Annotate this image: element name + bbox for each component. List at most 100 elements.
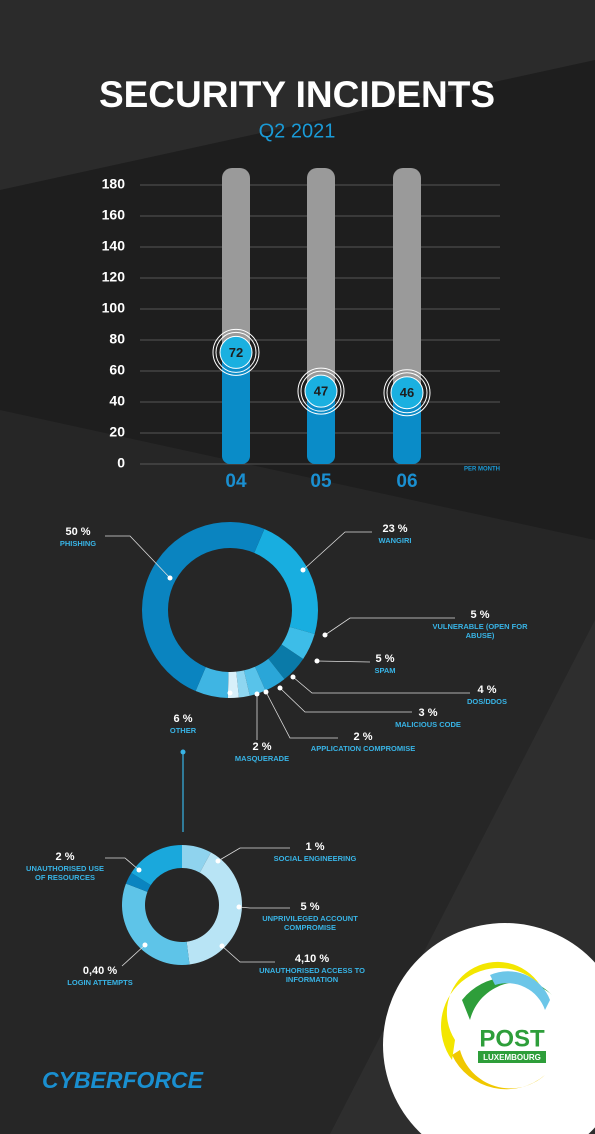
leader-dot xyxy=(236,904,242,910)
y-tick-label: 20 xyxy=(109,424,125,440)
value-label: 4 % xyxy=(477,684,497,696)
value-badge xyxy=(219,335,253,369)
value-label: 72 xyxy=(229,345,243,360)
value-label: 23 % xyxy=(382,523,408,535)
category-label: PHISHING xyxy=(59,539,97,548)
leader-line xyxy=(265,691,338,739)
donut-segment xyxy=(141,521,265,692)
leader-dot xyxy=(314,658,320,664)
category-label: APPLICATION COMPROMISE xyxy=(310,744,416,753)
value-label: 50 % xyxy=(65,526,91,538)
value-label: 47 xyxy=(314,384,328,399)
leader-line xyxy=(238,906,290,909)
leader-dot xyxy=(136,867,142,873)
y-tick-label: 180 xyxy=(102,176,126,192)
leader-dot xyxy=(254,691,260,697)
leader-dot xyxy=(167,575,173,581)
y-tick-label: 40 xyxy=(109,393,125,409)
value-badge xyxy=(390,376,424,410)
leader-line xyxy=(221,945,275,963)
leader-dot xyxy=(219,943,225,949)
leader-dot xyxy=(290,674,296,680)
connector-dot xyxy=(180,749,186,755)
donut-segment xyxy=(195,667,229,698)
value-ring xyxy=(386,372,428,414)
leader-line xyxy=(316,660,371,663)
value-label: 6 % xyxy=(173,713,193,725)
leader-line xyxy=(279,687,412,713)
x-tick-label: 06 xyxy=(396,471,417,492)
donut-segment xyxy=(243,666,266,696)
value-badge xyxy=(304,374,338,408)
category-label: VULNERABLE (OPEN FOR ABUSE) xyxy=(432,622,528,640)
value-ring xyxy=(297,367,345,415)
value-label: 2 % xyxy=(55,851,75,863)
logo-band xyxy=(478,1051,546,1063)
leader-line xyxy=(105,857,140,871)
y-tick-label: 0 xyxy=(117,455,125,471)
value-label: 4,10 % xyxy=(294,953,330,965)
leader-dot xyxy=(277,685,283,691)
subtitle: Q2 2021 xyxy=(259,120,336,142)
y-tick-label: 160 xyxy=(102,207,126,223)
y-tick-label: 60 xyxy=(109,362,125,378)
category-label: MASQUERADE xyxy=(234,754,290,763)
value-ring xyxy=(215,331,257,373)
bar xyxy=(307,391,335,464)
title: SECURITY INCIDENTS xyxy=(99,74,495,115)
bar xyxy=(222,352,250,464)
leader-line xyxy=(105,535,171,579)
value-label: 1 % xyxy=(305,841,325,853)
leader-dot xyxy=(263,689,269,695)
leader-dot xyxy=(227,690,233,696)
leader-line xyxy=(302,531,372,571)
value-label: 5 % xyxy=(300,901,320,913)
x-axis-label: PER MONTH xyxy=(464,467,500,473)
category-label: LOGIN ATTEMPTS xyxy=(67,978,133,987)
category-label: UNAUTHORISED USE OF RESOURCES xyxy=(26,864,104,882)
background-shape xyxy=(0,0,595,190)
donut-segment xyxy=(121,883,190,966)
donut-segment xyxy=(125,872,151,892)
donut-segment xyxy=(254,528,318,634)
logo-title: POST xyxy=(479,1025,545,1052)
y-tick-label: 120 xyxy=(102,269,126,285)
donut-segment xyxy=(255,658,285,691)
donut-segment xyxy=(268,644,304,680)
donut-segment xyxy=(131,845,182,886)
y-tick-label: 140 xyxy=(102,238,126,254)
x-tick-label: 05 xyxy=(310,471,332,492)
logo-circle xyxy=(383,923,595,1134)
category-label: OTHER xyxy=(169,726,197,735)
leader-dot xyxy=(300,567,306,573)
category-label: SPAM xyxy=(374,666,396,675)
logo-shape xyxy=(441,961,540,1060)
bar xyxy=(393,392,421,464)
category-label: UNAUTHORISED ACCESS TO INFORMATION xyxy=(259,966,365,984)
value-label: 0,40 % xyxy=(82,965,118,977)
donut-segment xyxy=(281,626,315,659)
x-tick-label: 04 xyxy=(225,471,247,492)
leader-line xyxy=(217,847,290,862)
donut-segment xyxy=(236,670,250,698)
value-label: 5 % xyxy=(470,609,490,621)
donut-segment xyxy=(186,852,243,965)
leader-dot xyxy=(215,858,221,864)
value-label: 3 % xyxy=(418,707,438,719)
y-tick-label: 100 xyxy=(102,300,126,316)
logo-subtitle: LUXEMBOURG xyxy=(483,1053,541,1062)
logo-shape xyxy=(490,971,550,1010)
value-ring xyxy=(383,369,431,417)
brand-name: CYBERFORCE xyxy=(42,1067,204,1093)
value-label: 2 % xyxy=(252,741,272,753)
category-label: DOS/DDOS xyxy=(466,697,508,706)
value-label: 2 % xyxy=(353,731,373,743)
category-label: MALICIOUS CODE xyxy=(395,720,461,729)
value-label: 46 xyxy=(400,385,414,400)
category-label: UNPRIVILEGED ACCOUNT COMPROMISE xyxy=(262,914,358,932)
leader-line xyxy=(121,944,146,967)
leader-dot xyxy=(142,942,148,948)
logo-shape xyxy=(462,977,552,1020)
